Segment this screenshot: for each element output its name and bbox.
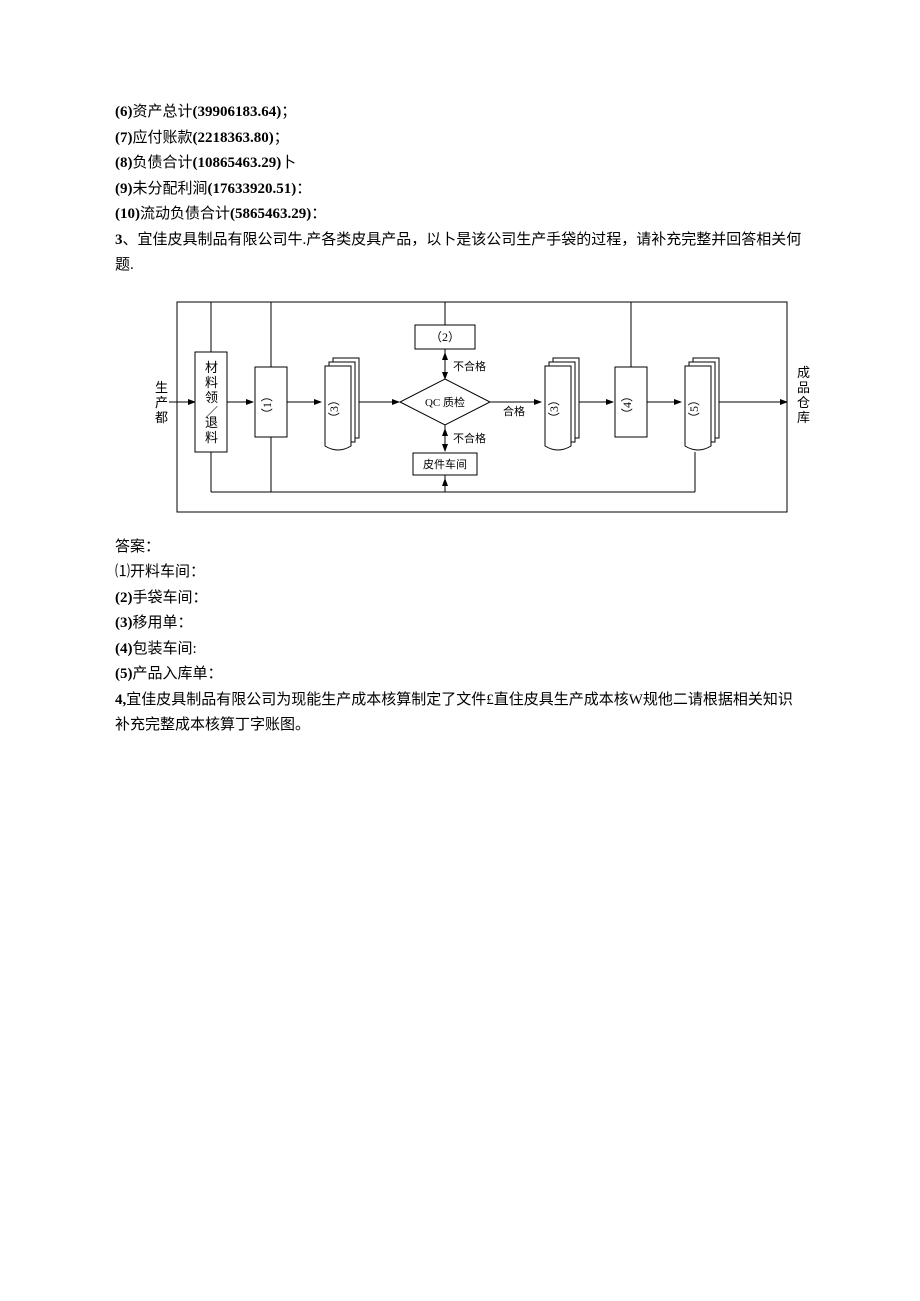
node-leather: 皮件车间 bbox=[423, 457, 467, 471]
answers-header: 答案： bbox=[115, 535, 805, 561]
answer-4: (4)包装车间: bbox=[115, 637, 805, 663]
item-9: (9)未分配利涧(17633920.51)： bbox=[115, 177, 805, 203]
svg-text:仓: 仓 bbox=[797, 395, 810, 410]
item-6: (6)资产总计(39906183.64)； bbox=[115, 100, 805, 126]
svg-text:领: 领 bbox=[205, 390, 218, 405]
item-7: (7)应付账款(2218363.80)； bbox=[115, 126, 805, 152]
svg-text:QC 质检: QC 质检 bbox=[425, 395, 465, 409]
node-output: 成 bbox=[797, 365, 810, 380]
flowchart: 生 产 都 材 料 领 ／ 退 料 （1） （3） （2） 不合格 QC 质检 … bbox=[145, 297, 805, 517]
node-3a: （3） bbox=[327, 393, 341, 423]
answer-2: (2)手袋车间： bbox=[115, 586, 805, 612]
question-4: 4,宜佳皮具制品有限公司为现能生产成本核算制定了文件£直住皮具生产成本核W规他二… bbox=[115, 688, 805, 739]
item-8: (8)负债合计(10865463.29)卜 bbox=[115, 151, 805, 177]
node-3b: （3） bbox=[547, 393, 561, 423]
answer-3: (3)移用单： bbox=[115, 611, 805, 637]
svg-text:库: 库 bbox=[797, 410, 810, 425]
svg-text:都: 都 bbox=[155, 410, 168, 425]
svg-text:品: 品 bbox=[797, 380, 810, 395]
node-1: （1） bbox=[260, 389, 274, 419]
label-fail-bottom: 不合格 bbox=[453, 431, 486, 445]
node-prod-dept: 生 bbox=[155, 380, 168, 395]
question-3: 3、宜佳皮具制品有限公司牛.产各类皮具产品，以卜是该公司生产手袋的过程，请补充完… bbox=[115, 228, 805, 279]
svg-text:产: 产 bbox=[155, 395, 168, 410]
node-2: （2） bbox=[430, 330, 460, 344]
node-5: （5） bbox=[687, 393, 701, 423]
node-materials: 材 bbox=[205, 360, 218, 375]
svg-text:料: 料 bbox=[205, 430, 218, 445]
answer-1: ⑴开料车间： bbox=[115, 560, 805, 586]
svg-text:退: 退 bbox=[205, 415, 218, 430]
item-10: (10)流动负债合计(5865463.29)： bbox=[115, 202, 805, 228]
node-4: （4） bbox=[620, 389, 634, 419]
answer-5: (5)产品入库单： bbox=[115, 662, 805, 688]
svg-text:料: 料 bbox=[205, 375, 218, 390]
label-pass: 合格 bbox=[503, 404, 525, 418]
label-fail-top: 不合格 bbox=[453, 359, 486, 373]
